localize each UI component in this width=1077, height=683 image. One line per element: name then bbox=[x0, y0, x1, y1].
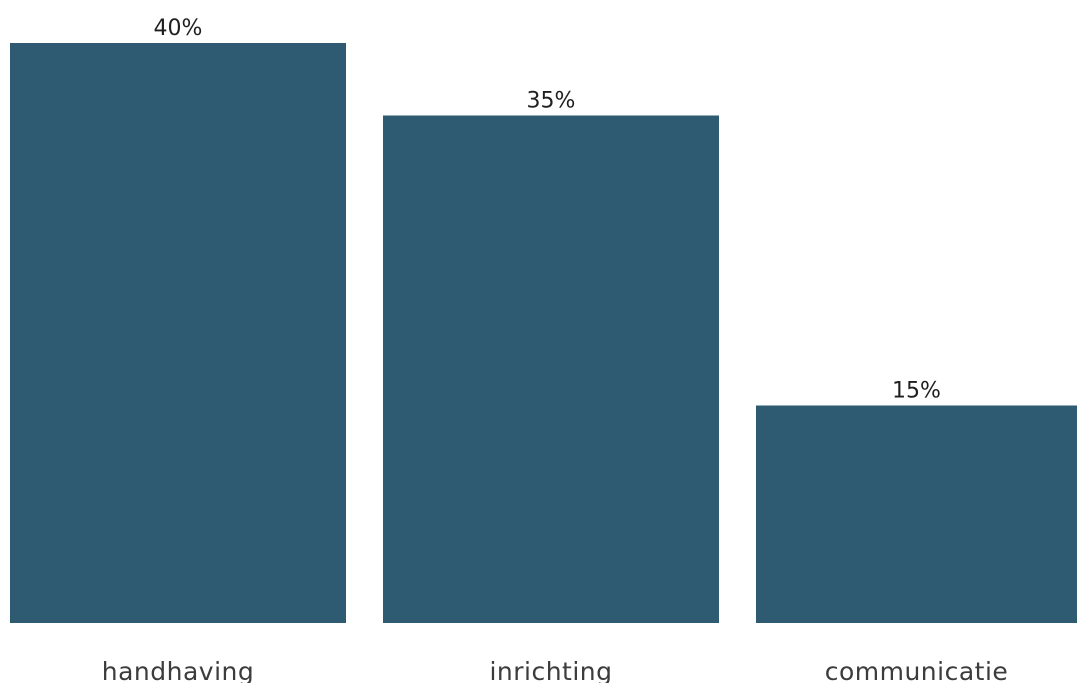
category-label-inrichting: inrichting bbox=[489, 657, 612, 683]
value-label-communicatie: 15% bbox=[892, 379, 941, 404]
category-label-communicatie: communicatie bbox=[825, 657, 1009, 683]
bars-layer bbox=[10, 43, 1077, 623]
bar-handhaving bbox=[10, 43, 346, 623]
category-labels-layer: handhaving inrichting communicatie bbox=[102, 657, 1009, 683]
bar-inrichting bbox=[383, 115, 719, 623]
category-label-handhaving: handhaving bbox=[102, 657, 255, 683]
bar-communicatie bbox=[756, 405, 1077, 623]
value-labels-layer: 40% 35% 15% bbox=[154, 16, 941, 404]
value-label-handhaving: 40% bbox=[154, 16, 203, 41]
value-label-inrichting: 35% bbox=[527, 89, 576, 114]
